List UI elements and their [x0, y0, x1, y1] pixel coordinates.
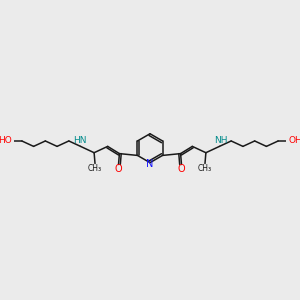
Text: OH: OH: [288, 136, 300, 146]
Text: HN: HN: [73, 136, 86, 146]
Text: N: N: [146, 159, 154, 169]
Text: O: O: [115, 164, 122, 174]
Text: HO: HO: [0, 136, 12, 146]
Text: CH₃: CH₃: [88, 164, 102, 172]
Text: NH: NH: [214, 136, 228, 146]
Text: CH₃: CH₃: [198, 164, 212, 172]
Text: O: O: [178, 164, 185, 174]
